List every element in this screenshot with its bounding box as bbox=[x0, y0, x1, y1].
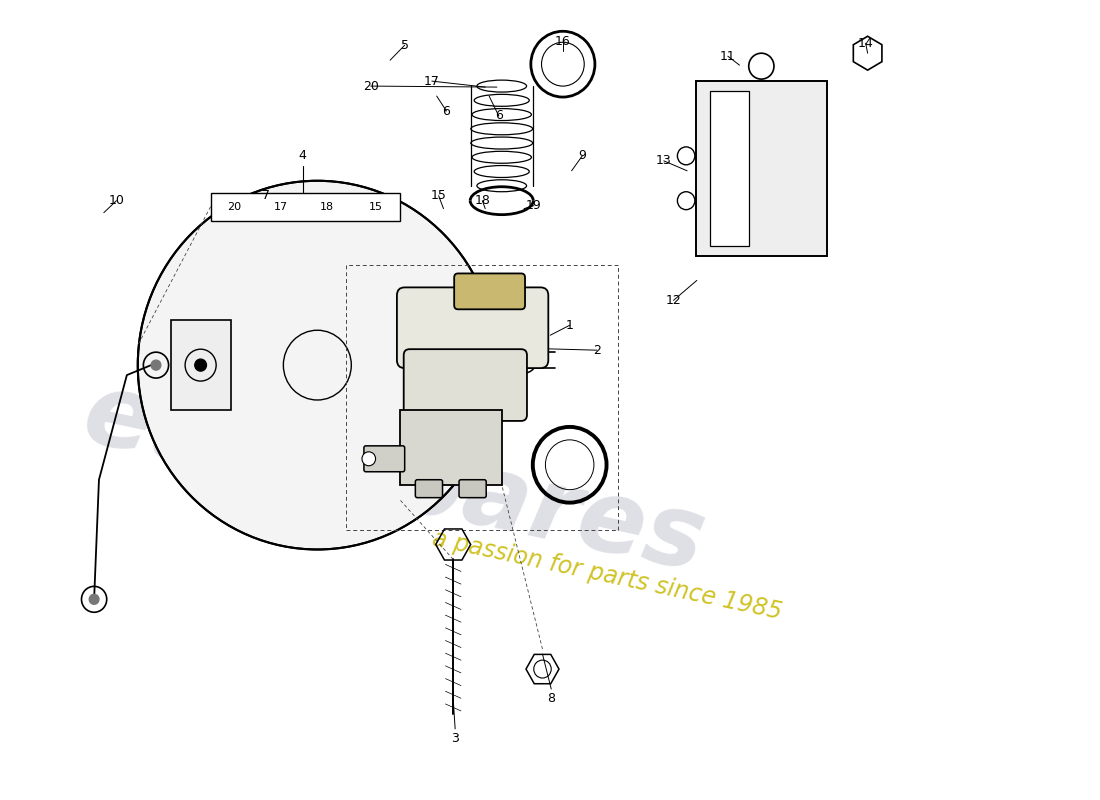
Text: 16: 16 bbox=[556, 34, 571, 48]
Text: 1: 1 bbox=[565, 318, 573, 332]
Circle shape bbox=[138, 181, 497, 550]
Text: 18: 18 bbox=[320, 202, 334, 212]
Text: 11: 11 bbox=[720, 50, 736, 62]
FancyBboxPatch shape bbox=[454, 274, 525, 310]
Text: 14: 14 bbox=[858, 37, 873, 50]
Text: 20: 20 bbox=[363, 79, 378, 93]
Text: 5: 5 bbox=[400, 38, 409, 52]
Text: 4: 4 bbox=[299, 150, 307, 162]
Text: 7: 7 bbox=[262, 190, 270, 202]
FancyBboxPatch shape bbox=[397, 287, 548, 368]
Text: 15: 15 bbox=[368, 202, 383, 212]
FancyBboxPatch shape bbox=[696, 81, 827, 255]
Text: 13: 13 bbox=[656, 154, 672, 167]
Text: 9: 9 bbox=[579, 150, 586, 162]
Text: 17: 17 bbox=[424, 74, 440, 88]
Text: 2: 2 bbox=[593, 344, 601, 357]
Text: 17: 17 bbox=[274, 202, 287, 212]
Text: 15: 15 bbox=[431, 190, 447, 202]
FancyBboxPatch shape bbox=[170, 320, 231, 410]
Text: 19: 19 bbox=[526, 199, 541, 212]
Circle shape bbox=[89, 594, 99, 604]
Text: 20: 20 bbox=[227, 202, 241, 212]
Text: 6: 6 bbox=[495, 110, 503, 122]
FancyBboxPatch shape bbox=[459, 480, 486, 498]
FancyBboxPatch shape bbox=[404, 349, 527, 421]
Circle shape bbox=[195, 359, 207, 371]
Text: 18: 18 bbox=[474, 194, 491, 207]
Circle shape bbox=[362, 452, 375, 466]
Text: a passion for parts since 1985: a passion for parts since 1985 bbox=[430, 526, 784, 624]
Text: 10: 10 bbox=[109, 194, 124, 207]
Text: 12: 12 bbox=[666, 294, 681, 307]
Circle shape bbox=[151, 360, 161, 370]
FancyBboxPatch shape bbox=[364, 446, 405, 472]
Text: 8: 8 bbox=[547, 693, 556, 706]
FancyBboxPatch shape bbox=[399, 410, 502, 485]
Text: 6: 6 bbox=[442, 105, 450, 118]
Text: 3: 3 bbox=[451, 732, 459, 746]
FancyBboxPatch shape bbox=[416, 480, 442, 498]
Text: eurospares: eurospares bbox=[75, 366, 714, 593]
FancyBboxPatch shape bbox=[711, 91, 749, 246]
FancyBboxPatch shape bbox=[210, 193, 399, 221]
